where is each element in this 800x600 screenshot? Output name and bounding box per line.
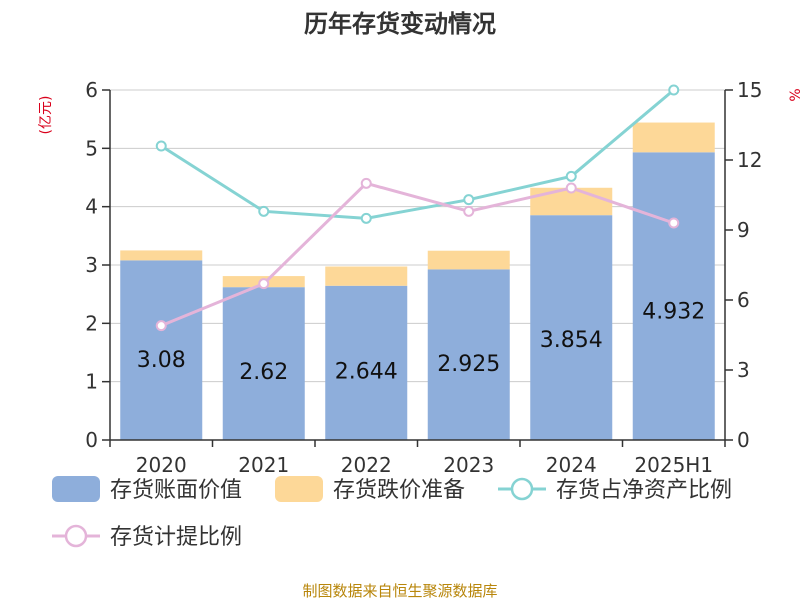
line-provision-ratio <box>160 181 675 328</box>
legend-swatch-marker <box>64 524 88 548</box>
point-provision-ratio <box>668 217 680 229</box>
point-provision-ratio <box>155 320 167 332</box>
point-provision-ratio <box>463 205 475 217</box>
point-net-asset-ratio <box>258 205 270 217</box>
grid-lines <box>110 89 725 383</box>
legend-label: 存货跌价准备 <box>333 478 465 503</box>
point-provision-ratio <box>360 177 372 189</box>
point-net-asset-ratio <box>360 212 372 224</box>
bar-book-value <box>427 269 510 440</box>
bar-value-label: 2.644 <box>335 360 398 385</box>
y-right-tick-label: 3 <box>737 358 750 382</box>
bar-impairment-reserve <box>325 266 408 286</box>
legend-swatch-marker <box>510 477 534 501</box>
bar-value-label: 4.932 <box>642 300 705 325</box>
bar-book-value <box>325 285 408 440</box>
bar-book-value <box>222 287 305 440</box>
x-tick-label: 2024 <box>546 453 597 477</box>
y-right-tick-label: 12 <box>737 148 762 172</box>
y-right-tick-label: 9 <box>737 218 750 242</box>
point-provision-ratio <box>258 278 270 290</box>
y-left-tick-label: 0 <box>85 428 98 452</box>
y-left-tick-label: 5 <box>85 136 98 160</box>
y-right-tick-label: 0 <box>737 428 750 452</box>
source-note: 制图数据来自恒生聚源数据库 <box>302 582 497 600</box>
bar-value-label: 3.854 <box>540 328 603 353</box>
x-tick-label: 2020 <box>136 453 187 477</box>
chart-title: 历年存货变动情况 <box>304 10 496 38</box>
x-tick-label: 2023 <box>443 453 494 477</box>
y-right-tick-label: 6 <box>737 288 750 312</box>
x-tick-label: 2021 <box>238 453 289 477</box>
y-left-unit: (亿元) <box>38 96 54 135</box>
bar-value-label: 2.925 <box>437 352 500 377</box>
legend-swatch <box>275 476 323 502</box>
point-net-asset-ratio <box>565 170 577 182</box>
y-right-unit: % <box>788 88 800 101</box>
point-net-asset-ratio <box>463 194 475 206</box>
bar-value-label: 3.08 <box>137 348 186 373</box>
point-provision-ratio <box>565 182 577 194</box>
bar-impairment-reserve <box>120 250 203 261</box>
lines <box>155 84 680 332</box>
y-left-tick-label: 6 <box>85 78 98 102</box>
bar-book-value <box>632 152 715 441</box>
bars <box>120 122 715 441</box>
point-net-asset-ratio <box>668 84 680 96</box>
bar-book-value <box>530 215 613 440</box>
bar-value-label: 2.62 <box>239 360 288 385</box>
legend-swatch <box>52 476 100 502</box>
y-left-tick-label: 2 <box>85 311 98 335</box>
legend-label: 存货占净资产比例 <box>556 478 732 503</box>
y-right-tick-label: 15 <box>737 78 762 102</box>
legend-label: 存货计提比例 <box>110 525 242 550</box>
bar-labels: 3.08 2.62 2.644 2.925 3.854 4.932 <box>137 300 705 386</box>
legend-label: 存货账面价值 <box>110 478 242 503</box>
point-net-asset-ratio <box>155 140 167 152</box>
y-left-tick-label: 1 <box>85 370 98 394</box>
bar-book-value <box>120 260 203 440</box>
x-tick-label: 2025H1 <box>634 453 713 477</box>
x-tick-label: 2022 <box>341 453 392 477</box>
y-left-tick-label: 4 <box>85 195 98 219</box>
y-left-tick-label: 3 <box>85 253 98 277</box>
bar-impairment-reserve <box>632 122 715 153</box>
bar-impairment-reserve <box>427 250 510 270</box>
line-net-asset-ratio <box>160 88 675 220</box>
